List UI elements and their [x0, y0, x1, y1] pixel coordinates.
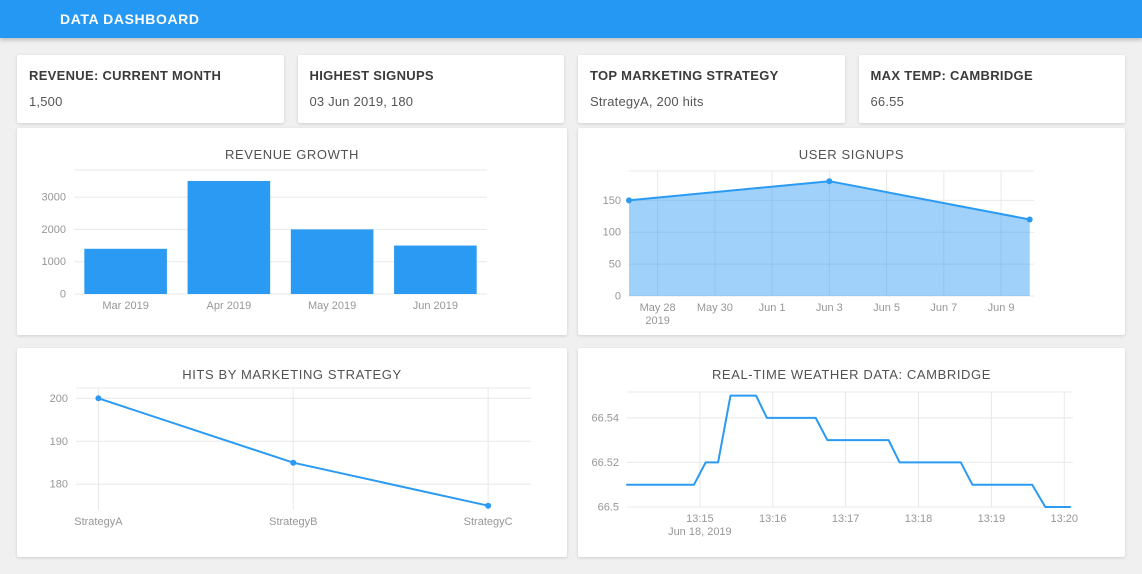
svg-text:May 2019: May 2019: [308, 300, 356, 312]
svg-text:Jun 3: Jun 3: [816, 302, 843, 314]
stat-card-title: TOP MARKETING STRATEGY: [590, 68, 779, 83]
stat-card-highest-signups: HIGHEST SIGNUPS 03 Jun 2019, 180: [297, 55, 564, 123]
svg-text:13:17: 13:17: [832, 513, 860, 525]
stat-card-max-temp: MAX TEMP: CAMBRIDGE 66.55: [858, 55, 1125, 123]
app-header: DATA DASHBOARD: [0, 0, 1142, 38]
svg-text:13:15: 13:15: [686, 513, 714, 525]
svg-text:May 28: May 28: [640, 302, 676, 314]
stat-card-value: 66.55: [870, 94, 905, 109]
stat-card-title: HIGHEST SIGNUPS: [309, 68, 434, 83]
svg-text:Jun 2019: Jun 2019: [413, 300, 458, 312]
svg-text:Jun 7: Jun 7: [930, 302, 957, 314]
stat-card-value: 1,500: [29, 94, 63, 109]
chart-title: HITS BY MARKETING STRATEGY: [182, 367, 402, 382]
chart-title: REAL-TIME WEATHER DATA: CAMBRIDGE: [711, 367, 992, 382]
chart-title: REVENUE GROWTH: [224, 147, 360, 162]
svg-text:0: 0: [60, 289, 66, 301]
stat-card-value: StrategyA, 200 hits: [590, 94, 704, 109]
svg-text:13:20: 13:20: [1050, 513, 1078, 525]
svg-text:1000: 1000: [42, 256, 66, 268]
svg-text:66.54: 66.54: [591, 412, 619, 424]
svg-text:Jun 18, 2019: Jun 18, 2019: [668, 526, 732, 538]
stat-card-title: REVENUE: CURRENT MONTH: [29, 68, 222, 83]
svg-text:Jun 9: Jun 9: [988, 302, 1015, 314]
revenue-growth-bar-chart: 0 1000 2000 3000 Mar 2019 Apr 2019 May 2019 Jun…: [42, 169, 487, 312]
svg-text:0: 0: [615, 291, 621, 303]
chart-card-revenue-growth: REVENUE GROWTH 0 1000 2000 3000 Mar 2019 Apr …: [17, 128, 567, 335]
svg-text:2019: 2019: [645, 315, 669, 327]
svg-text:180: 180: [50, 479, 68, 491]
chart-title: USER SIGNUPS: [798, 147, 905, 162]
svg-text:Jun 5: Jun 5: [873, 302, 900, 314]
stat-card-title: MAX TEMP: CAMBRIDGE: [870, 68, 1033, 83]
chart-card-hits-by-strategy: HITS BY MARKETING STRATEGY 180 190 200 Stra…: [17, 348, 567, 557]
svg-text:66.5: 66.5: [598, 502, 619, 514]
svg-text:13:19: 13:19: [978, 513, 1006, 525]
svg-text:13:16: 13:16: [759, 513, 787, 525]
svg-text:190: 190: [50, 436, 68, 448]
svg-text:3000: 3000: [42, 192, 66, 204]
svg-text:150: 150: [603, 195, 621, 207]
stat-card-value: 03 Jun 2019, 180: [309, 94, 414, 109]
hits-by-strategy-line-chart: 180 190 200 StrategyA StrategyB StrategyC: [50, 387, 531, 528]
svg-text:StrategyA: StrategyA: [74, 516, 123, 528]
svg-text:StrategyC: StrategyC: [464, 516, 513, 528]
app-title: DATA DASHBOARD: [60, 11, 200, 27]
dashboard-content: REVENUE: CURRENT MONTH 1,500 HIGHEST SIG…: [0, 55, 1142, 557]
svg-text:100: 100: [603, 227, 621, 239]
stat-card-top-strategy: TOP MARKETING STRATEGY StrategyA, 200 hi…: [578, 55, 845, 123]
chart-card-user-signups: USER SIGNUPS 0 50 100 150 May 28 2019 May 30 Ju…: [578, 128, 1125, 335]
svg-text:13:18: 13:18: [905, 513, 933, 525]
svg-text:200: 200: [50, 393, 68, 405]
charts-grid: REVENUE GROWTH 0 1000 2000 3000 Mar 2019 Apr …: [17, 128, 1125, 557]
svg-text:StrategyB: StrategyB: [269, 516, 317, 528]
svg-text:Mar 2019: Mar 2019: [102, 300, 148, 312]
svg-text:Apr 2019: Apr 2019: [207, 300, 252, 312]
svg-text:May 30: May 30: [697, 302, 733, 314]
stat-cards-row: REVENUE: CURRENT MONTH 1,500 HIGHEST SIG…: [17, 55, 1125, 123]
svg-text:Jun 1: Jun 1: [759, 302, 786, 314]
stat-card-revenue: REVENUE: CURRENT MONTH 1,500: [17, 55, 284, 123]
chart-card-weather: REAL-TIME WEATHER DATA: CAMBRIDGE 66.5 66…: [578, 348, 1125, 557]
svg-text:66.52: 66.52: [591, 457, 619, 469]
svg-text:2000: 2000: [42, 224, 66, 236]
svg-text:50: 50: [609, 259, 621, 271]
